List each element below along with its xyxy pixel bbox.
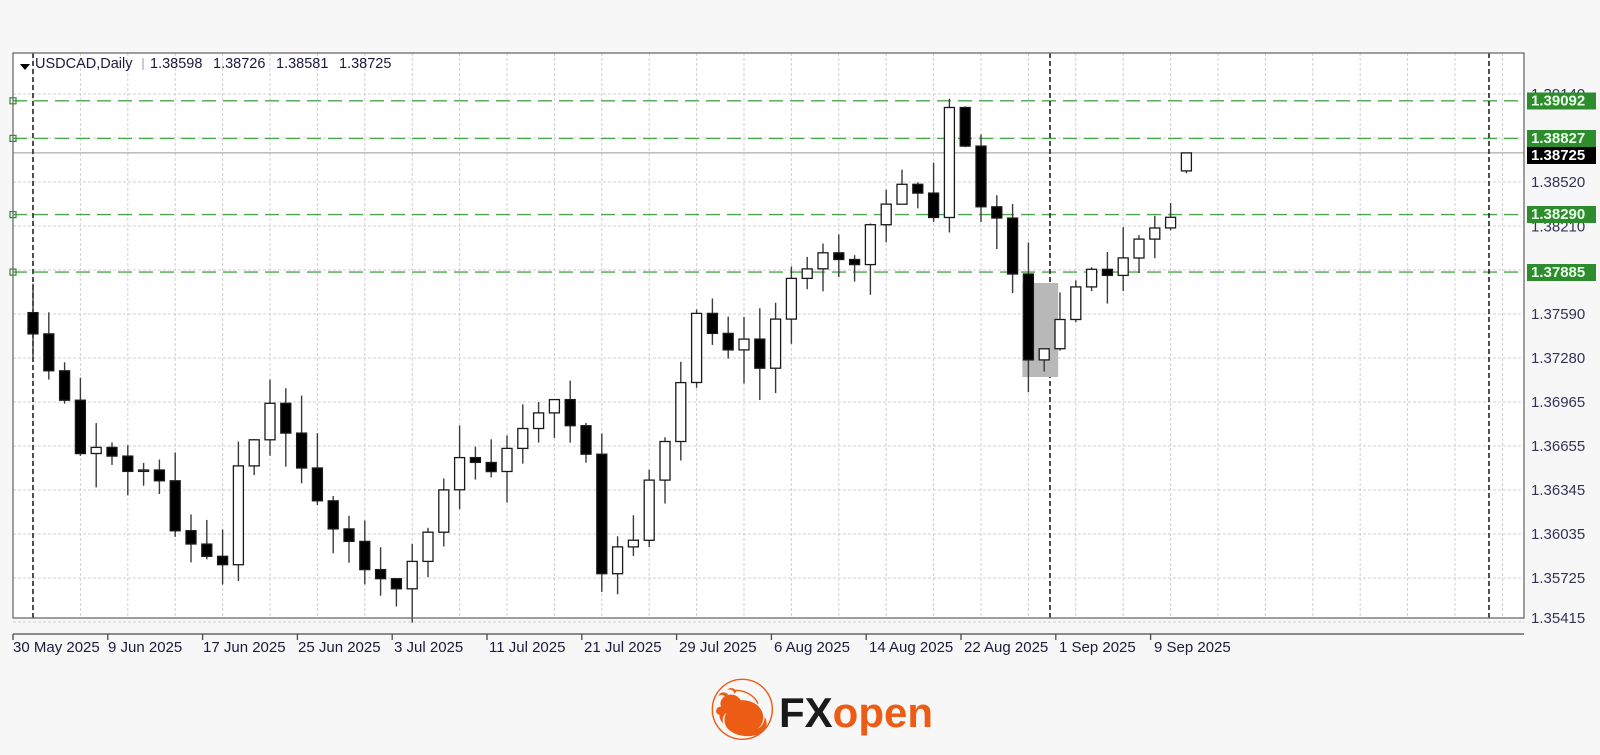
svg-text:17 Jun 2025: 17 Jun 2025	[203, 639, 286, 656]
svg-text:1.38520: 1.38520	[1531, 174, 1585, 191]
svg-text:1.37590: 1.37590	[1531, 306, 1585, 323]
svg-text:1.39092: 1.39092	[1531, 93, 1585, 110]
svg-text:1.35725: 1.35725	[1531, 570, 1585, 587]
svg-text:6 Aug 2025: 6 Aug 2025	[774, 639, 850, 656]
svg-text:FXopen: FXopen	[779, 689, 933, 736]
svg-text:1.36965: 1.36965	[1531, 394, 1585, 411]
svg-text:9 Jun 2025: 9 Jun 2025	[108, 639, 182, 656]
svg-text:1.38581: 1.38581	[276, 56, 328, 72]
svg-text:3 Jul 2025: 3 Jul 2025	[394, 639, 463, 656]
svg-text:1.38827: 1.38827	[1531, 130, 1585, 147]
svg-text:1.38725: 1.38725	[339, 56, 391, 72]
svg-text:25 Jun 2025: 25 Jun 2025	[298, 639, 381, 656]
svg-text:9 Sep 2025: 9 Sep 2025	[1154, 639, 1231, 656]
svg-text:14 Aug 2025: 14 Aug 2025	[869, 639, 953, 656]
svg-text:1.38598: 1.38598	[150, 56, 202, 72]
svg-text:29 Jul 2025: 29 Jul 2025	[679, 639, 757, 656]
svg-text:1.38290: 1.38290	[1531, 206, 1585, 223]
svg-text:11 Jul 2025: 11 Jul 2025	[489, 639, 565, 656]
svg-text:21 Jul 2025: 21 Jul 2025	[584, 639, 662, 656]
svg-text:30 May 2025: 30 May 2025	[13, 639, 100, 656]
svg-text:1.38725: 1.38725	[1531, 147, 1585, 164]
svg-text:1.38726: 1.38726	[213, 56, 265, 72]
svg-text:1.36035: 1.36035	[1531, 526, 1585, 543]
svg-text:1 Sep 2025: 1 Sep 2025	[1059, 639, 1136, 656]
svg-text:1.36345: 1.36345	[1531, 482, 1585, 499]
svg-text:22 Aug 2025: 22 Aug 2025	[964, 639, 1048, 656]
svg-text:1.35415: 1.35415	[1531, 610, 1585, 627]
svg-text:1.37885: 1.37885	[1531, 264, 1585, 281]
svg-text:USDCAD,Daily: USDCAD,Daily	[35, 56, 133, 72]
svg-text:1.37280: 1.37280	[1531, 350, 1585, 367]
svg-text:1.36655: 1.36655	[1531, 438, 1585, 455]
